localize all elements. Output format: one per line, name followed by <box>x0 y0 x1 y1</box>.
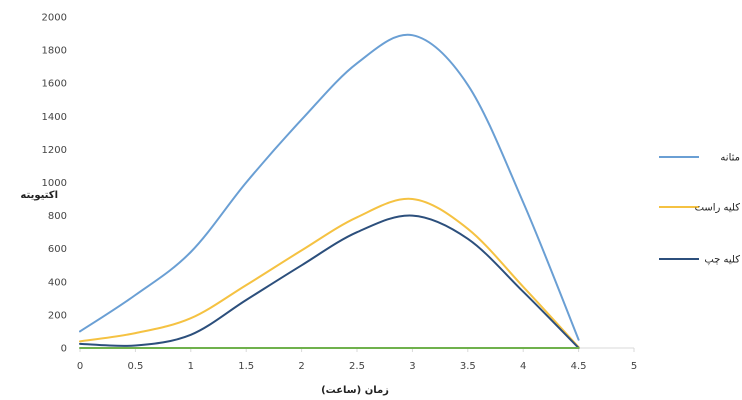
legend-label: کلیه راست <box>695 203 741 214</box>
legend-label: کلیه چپ <box>704 255 740 266</box>
x-tick-label: 1 <box>188 361 194 372</box>
x-tick-label: 2 <box>298 361 304 372</box>
x-axis-title: زمان (ساعت) <box>321 385 389 396</box>
x-tick-label: 1.5 <box>238 361 254 372</box>
y-tick-label: 1600 <box>42 79 67 90</box>
x-tick-label: 3 <box>409 361 415 372</box>
series-line-3 <box>79 214 580 349</box>
y-tick-label: 800 <box>48 211 67 222</box>
legend-label: مثانه <box>720 153 740 164</box>
axes: 0 200 400 600 800 1000 1200 1400 1600 1800 2000 0 0.… <box>42 13 638 373</box>
legend: مثانه کلیه راست کلیه چپ <box>659 153 740 266</box>
x-tick-label: 2.5 <box>349 361 365 372</box>
y-tick-label: 1800 <box>42 46 67 57</box>
x-tick-label: 0 <box>77 361 83 372</box>
y-tick-label: 600 <box>48 244 67 255</box>
x-tick-label: 3.5 <box>460 361 476 372</box>
y-tick-label: 1000 <box>42 178 67 189</box>
x-tick-label: 0.5 <box>127 361 143 372</box>
y-tick-label: 0 <box>61 344 67 355</box>
series-line-1 <box>79 33 580 341</box>
x-tick-label: 5 <box>631 361 637 372</box>
series-line-2 <box>79 197 580 349</box>
y-tick-label: 2000 <box>42 13 67 24</box>
y-tick-label: 200 <box>48 310 67 321</box>
series-group <box>79 33 580 349</box>
x-tick-label: 4.5 <box>571 361 587 372</box>
y-tick-label: 1200 <box>42 145 67 156</box>
y-axis-title: اکتیویته <box>20 190 58 201</box>
y-tick-label: 1400 <box>42 112 67 123</box>
x-tick-label: 4 <box>520 361 526 372</box>
y-tick-label: 400 <box>48 277 67 288</box>
